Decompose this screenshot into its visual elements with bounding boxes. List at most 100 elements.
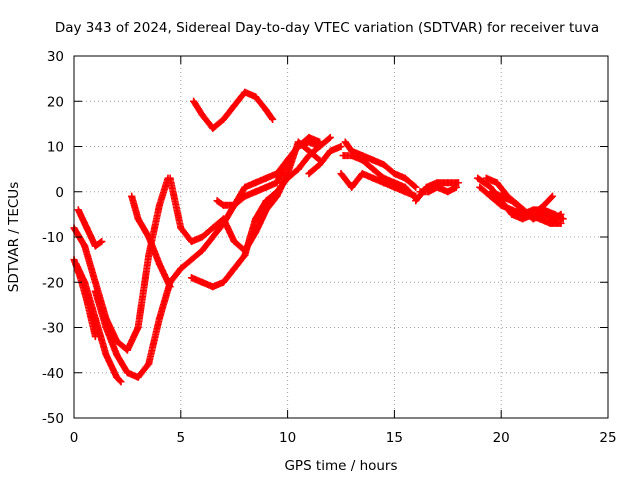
data-point [482, 174, 490, 182]
data-point [337, 143, 345, 150]
data-point [474, 174, 482, 182]
x-tick-label: 20 [493, 430, 510, 446]
data-point [273, 188, 281, 196]
data-point [209, 124, 217, 132]
data-point [220, 201, 228, 209]
data-point [252, 93, 260, 101]
data-point [91, 242, 99, 250]
y-tick-label: 20 [47, 94, 64, 110]
data-point [508, 197, 516, 205]
data-point [83, 224, 91, 232]
data-point [91, 333, 99, 341]
data-point [380, 174, 388, 182]
data-point [529, 206, 537, 214]
data-point [187, 274, 195, 282]
y-tick-label: -50 [42, 411, 64, 427]
data-point [422, 183, 430, 191]
data-point [339, 152, 347, 160]
data-point [113, 373, 121, 381]
data-point [230, 102, 238, 110]
data-point [326, 147, 334, 155]
data-point [123, 346, 131, 354]
data-point [155, 314, 163, 322]
data-point [326, 133, 334, 141]
data-point [134, 215, 142, 223]
data-point [348, 152, 356, 160]
data-point [166, 174, 174, 182]
data-point [209, 283, 217, 291]
data-point [230, 238, 238, 246]
y-tick-label: 0 [55, 185, 64, 201]
data-point [220, 278, 228, 286]
data-point [213, 197, 221, 205]
data-point [145, 251, 153, 259]
series-track-t [487, 188, 565, 223]
data-point [102, 324, 110, 331]
data-point [358, 156, 366, 164]
series-track-j [213, 138, 324, 209]
data-point [284, 156, 292, 164]
data-point [190, 97, 198, 105]
data-point [83, 296, 91, 304]
data-point [546, 219, 554, 227]
data-point [294, 143, 302, 150]
series-track-p [416, 183, 460, 196]
data-point [380, 161, 388, 169]
data-point [155, 260, 163, 268]
data-point [273, 179, 281, 187]
data-point [390, 170, 398, 178]
series-track-i [190, 88, 277, 132]
data-point [198, 247, 206, 255]
data-point [401, 174, 409, 182]
data-point [557, 210, 565, 218]
data-point [76, 274, 84, 282]
data-point [390, 179, 398, 187]
y-tick-label: 10 [47, 140, 64, 156]
data-markers [70, 88, 567, 386]
data-point [416, 188, 424, 196]
x-tick-label: 0 [70, 430, 79, 446]
data-point [91, 287, 99, 295]
series-track-c [74, 206, 106, 250]
series-markers [416, 183, 460, 196]
data-point [241, 88, 249, 96]
data-point [145, 233, 153, 241]
data-point [487, 188, 495, 196]
data-point [529, 215, 537, 223]
data-point [102, 351, 110, 359]
data-point [262, 174, 270, 182]
data-point [369, 156, 377, 164]
data-point [454, 179, 462, 187]
data-point [452, 183, 460, 191]
data-point [262, 106, 270, 114]
data-point [348, 183, 356, 191]
data-point [91, 278, 99, 286]
data-point [305, 170, 313, 178]
series-track-o [412, 179, 462, 205]
data-point [557, 219, 565, 227]
data-point [241, 251, 249, 259]
series-track-g [166, 138, 324, 255]
data-point [369, 165, 377, 173]
data-point [230, 201, 238, 209]
data-point [551, 215, 559, 223]
data-point [305, 152, 313, 160]
data-point [220, 215, 228, 223]
y-axis-label: SDTVAR / TECUs [6, 182, 22, 292]
series-track-k [305, 143, 345, 178]
data-point [252, 188, 260, 196]
y-tick-label: 30 [47, 49, 64, 65]
x-tick-label: 10 [279, 430, 296, 446]
data-point [198, 111, 206, 119]
data-point [358, 170, 366, 178]
data-point [134, 324, 142, 331]
data-point [220, 115, 228, 123]
data-point [81, 242, 89, 250]
data-point [177, 224, 185, 232]
chart-title: Day 343 of 2024, Sidereal Day-to-day VTE… [55, 20, 599, 36]
data-point [337, 170, 345, 178]
data-point [284, 174, 292, 182]
data-point [145, 360, 153, 368]
data-point [241, 183, 249, 191]
